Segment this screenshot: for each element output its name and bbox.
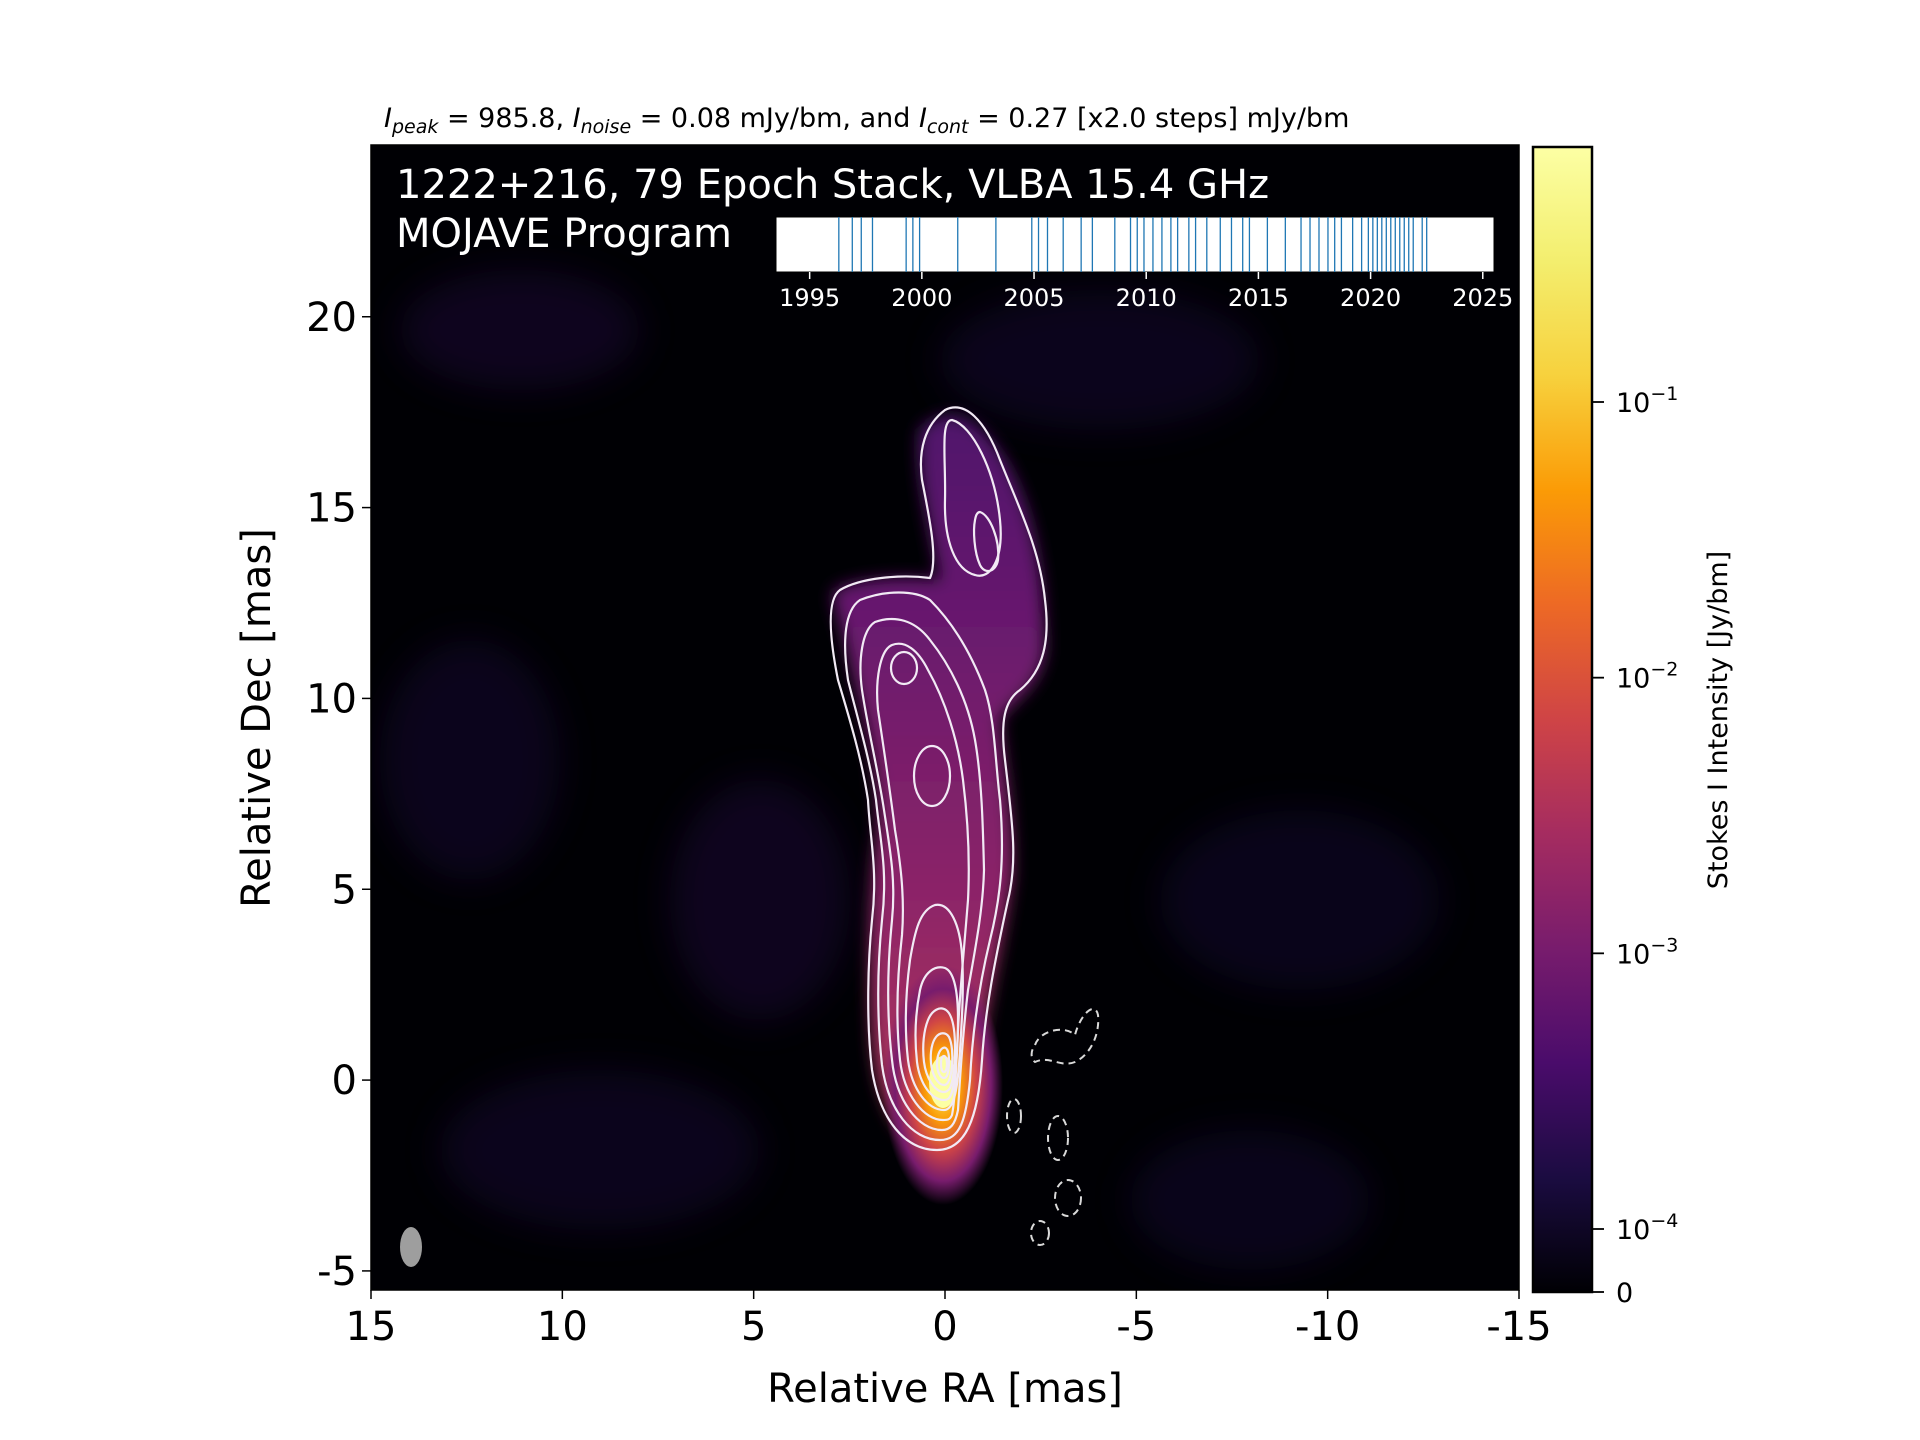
colorbar-tick-exponent: −4 xyxy=(1650,1210,1678,1232)
contour-lines xyxy=(829,406,1048,1152)
epoch-lines xyxy=(838,217,1428,272)
colorbar-tick-exponent: −3 xyxy=(1650,934,1678,956)
colorbar-tick-label: 0 xyxy=(1616,1278,1633,1309)
peak-symbol: I xyxy=(384,103,392,134)
y-axis: -5 0 5 10 15 20 xyxy=(306,295,371,1295)
colorbar-tick-label: 10−4 xyxy=(1616,1210,1678,1246)
noise-subscript: noise xyxy=(581,116,632,138)
timeline-tick-label: 2025 xyxy=(1452,284,1513,312)
y-tick-label: 5 xyxy=(332,867,357,913)
x-axis: 15 10 5 0 -5 -10 -15 xyxy=(346,1290,1552,1350)
timeline-ticks: 1995 2000 2005 2010 2015 2020 2025 xyxy=(779,272,1513,312)
y-tick-label: 10 xyxy=(306,676,357,722)
x-tick-label: -5 xyxy=(1116,1304,1156,1350)
y-tick-label: 0 xyxy=(332,1058,357,1104)
x-tick-label: 15 xyxy=(346,1304,397,1350)
timeline-tick-label: 2015 xyxy=(1228,284,1289,312)
x-tick-label: -10 xyxy=(1295,1304,1360,1350)
timeline-tick-label: 1995 xyxy=(779,284,840,312)
colorbar-tick-exponent: −1 xyxy=(1650,383,1678,405)
peak-text: = 985.8, xyxy=(438,103,572,134)
chart-header: Ipeak = 985.8, Inoise = 0.08 mJy/bm, and… xyxy=(384,103,1349,138)
contour-outer xyxy=(829,406,1048,1152)
timeline-tick-label: 2000 xyxy=(891,284,952,312)
y-tick-label: -5 xyxy=(317,1249,357,1295)
colorbar-tick-exponent: −2 xyxy=(1650,659,1678,681)
x-tick-label: 0 xyxy=(932,1304,957,1350)
colorbar-gradient xyxy=(1531,145,1594,1294)
colorbar-tick-label: 10−3 xyxy=(1616,934,1678,970)
timeline-tick-label: 2005 xyxy=(1003,284,1064,312)
colorbar: 10−1 10−2 10−3 10−4 0 Stokes I Intensity [Jy… xyxy=(1531,145,1734,1309)
colorbar-tick-label: 10−2 xyxy=(1616,659,1678,695)
colorbar-tick-label: 10−1 xyxy=(1616,383,1678,419)
beam-ellipse xyxy=(400,1227,422,1267)
y-tick-label: 15 xyxy=(306,486,357,532)
x-axis-label: Relative RA [mas] xyxy=(767,1366,1123,1412)
timeline-tick-label: 2020 xyxy=(1340,284,1401,312)
x-tick-label: 5 xyxy=(741,1304,766,1350)
cont-text: = 0.27 [x2.0 steps] mJy/bm xyxy=(968,103,1349,134)
overlay-title: 1222+216, 79 Epoch Stack, VLBA 15.4 GHz xyxy=(396,162,1269,208)
timeline-tick-label: 2010 xyxy=(1116,284,1177,312)
noise-haze xyxy=(380,270,1440,1270)
timeline-panel xyxy=(775,216,1495,273)
epoch-timeline: 1995 2000 2005 2010 2015 2020 2025 xyxy=(775,216,1513,312)
noise-text: = 0.08 mJy/bm, and xyxy=(631,103,919,134)
overlay-subtitle: MOJAVE Program xyxy=(396,211,732,257)
x-tick-label: -15 xyxy=(1486,1304,1551,1350)
x-tick-label: 10 xyxy=(537,1304,588,1350)
colorbar-ticks: 10−1 10−2 10−3 10−4 0 xyxy=(1592,383,1678,1309)
cont-symbol: I xyxy=(919,103,927,134)
peak-subscript: peak xyxy=(391,116,439,138)
jet-glow xyxy=(832,415,1045,1150)
negative-contours xyxy=(1006,1007,1100,1246)
colorbar-label: Stokes I Intensity [Jy/bm] xyxy=(1703,551,1734,889)
jet-emission xyxy=(380,270,1440,1270)
cont-subscript: cont xyxy=(927,116,970,138)
y-axis-label: Relative Dec [mas] xyxy=(234,528,280,908)
y-tick-label: 20 xyxy=(306,295,357,341)
noise-symbol: I xyxy=(573,103,581,134)
